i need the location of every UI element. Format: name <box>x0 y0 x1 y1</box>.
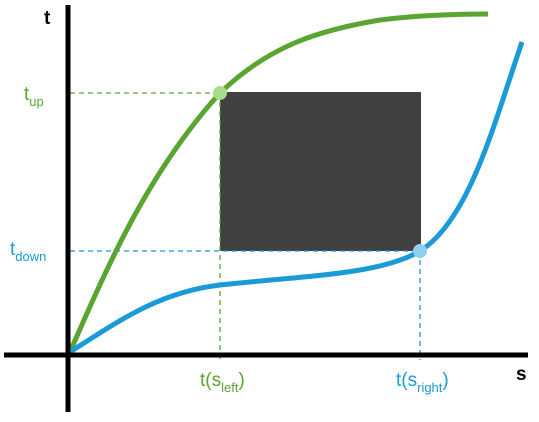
label-sub: right <box>417 380 443 395</box>
label-base: t <box>10 239 16 260</box>
lower-curve <box>68 41 525 355</box>
label-suffix: ) <box>442 370 448 391</box>
t-down-label: tdown <box>10 239 46 264</box>
t-s-right-label: t(sright) <box>396 370 449 395</box>
label-sub: left <box>221 380 239 395</box>
label-sub: up <box>29 94 43 109</box>
label-suffix: ) <box>238 370 244 391</box>
label-base: t(s <box>200 370 221 391</box>
region <box>220 92 421 251</box>
label-sub: down <box>15 249 46 264</box>
upper-curve <box>67 11 489 353</box>
t-s-left-label: t(sleft) <box>200 370 245 395</box>
lower-point <box>413 244 427 258</box>
guides <box>70 92 421 360</box>
y-axis-label: t <box>44 8 51 29</box>
t-up-label: tup <box>24 84 44 109</box>
x-axis-label: s <box>516 364 527 385</box>
upper-point <box>213 86 227 100</box>
label-base: t(s <box>396 370 417 391</box>
label-base: t <box>24 84 30 105</box>
